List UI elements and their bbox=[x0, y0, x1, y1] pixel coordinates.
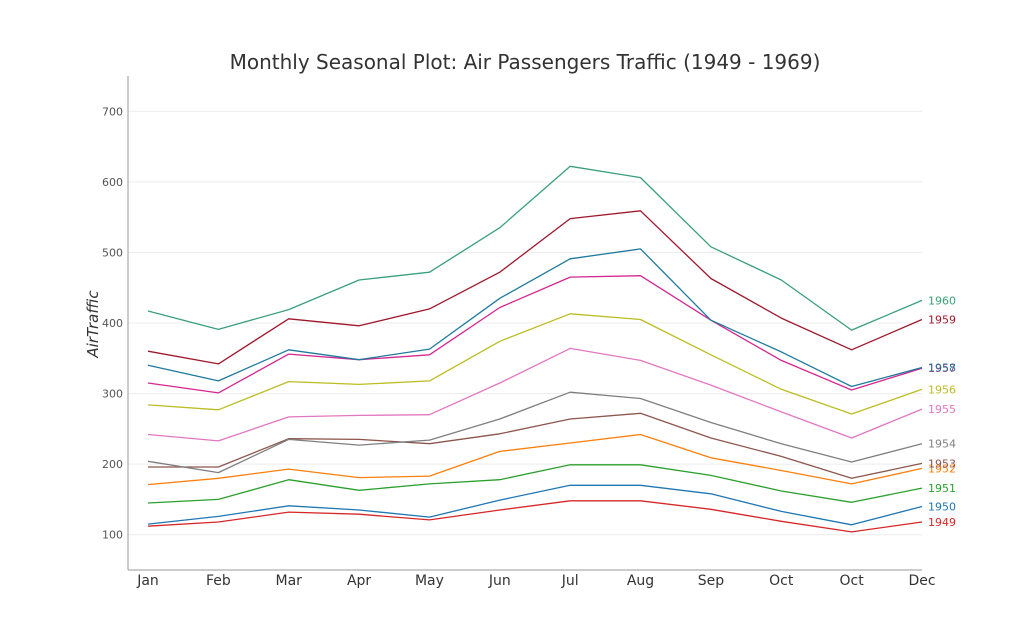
x-tick-label: Feb bbox=[206, 573, 231, 589]
series-label-1959: 1959 bbox=[928, 313, 956, 326]
x-tick-label: Jul bbox=[561, 573, 579, 589]
series-label-1956: 1956 bbox=[928, 383, 956, 396]
y-tick-label: 200 bbox=[102, 458, 123, 471]
x-tick-label: Jan bbox=[136, 573, 159, 589]
x-tick-label: Jun bbox=[488, 573, 511, 589]
y-tick-label: 300 bbox=[102, 388, 123, 401]
y-tick-label: 100 bbox=[102, 529, 123, 542]
grid-layer bbox=[128, 110, 922, 536]
series-label-1954: 1954 bbox=[928, 438, 956, 451]
y-tick-label: 600 bbox=[102, 176, 123, 189]
y-tick-label: 400 bbox=[102, 317, 123, 330]
x-tick-label: Oct bbox=[840, 573, 865, 589]
y-tick-label: 500 bbox=[102, 246, 123, 259]
series-line-1952 bbox=[147, 433, 923, 486]
series-layer bbox=[147, 165, 923, 533]
series-label-1950: 1950 bbox=[928, 500, 956, 513]
series-label-1960: 1960 bbox=[928, 294, 956, 307]
series-label-1955: 1955 bbox=[928, 403, 956, 416]
series-label-1957: 1957 bbox=[928, 362, 956, 375]
chart-title: Monthly Seasonal Plot: Air Passengers Tr… bbox=[229, 50, 821, 74]
ticks-layer: 100 200 300 400 500 600 700 Jan Feb Mar Apr May Jun J… bbox=[102, 105, 936, 589]
series-line-1954 bbox=[147, 391, 923, 474]
x-tick-label: May bbox=[415, 573, 444, 589]
series-label-1952: 1952 bbox=[928, 462, 956, 475]
series-line-1956 bbox=[147, 313, 923, 415]
series-label-1958: 1958 bbox=[928, 361, 956, 374]
x-tick-label: Mar bbox=[276, 573, 303, 589]
series-line-1957 bbox=[147, 275, 923, 394]
x-tick-label: Sep bbox=[698, 573, 725, 589]
series-label-1949: 1949 bbox=[928, 516, 956, 529]
axes-layer bbox=[127, 76, 922, 571]
series-line-1949 bbox=[147, 500, 923, 533]
y-tick-label: 700 bbox=[102, 105, 123, 118]
series-label-1953: 1953 bbox=[928, 457, 956, 470]
series-line-1953 bbox=[148, 412, 923, 479]
x-tick-label: Aug bbox=[627, 573, 654, 589]
y-axis-label: AirTraffic bbox=[84, 290, 102, 359]
series-line-1951 bbox=[147, 464, 923, 504]
series-line-1950 bbox=[147, 484, 923, 526]
series-line-1959 bbox=[147, 210, 923, 365]
x-tick-label: Oct bbox=[769, 573, 794, 589]
series-label-1951: 1951 bbox=[928, 482, 956, 495]
series-line-1958 bbox=[147, 248, 923, 388]
series-line-1960 bbox=[147, 165, 923, 331]
x-tick-label: Dec bbox=[908, 573, 935, 589]
series-line-1955 bbox=[147, 347, 923, 442]
x-tick-label: Apr bbox=[347, 573, 371, 589]
